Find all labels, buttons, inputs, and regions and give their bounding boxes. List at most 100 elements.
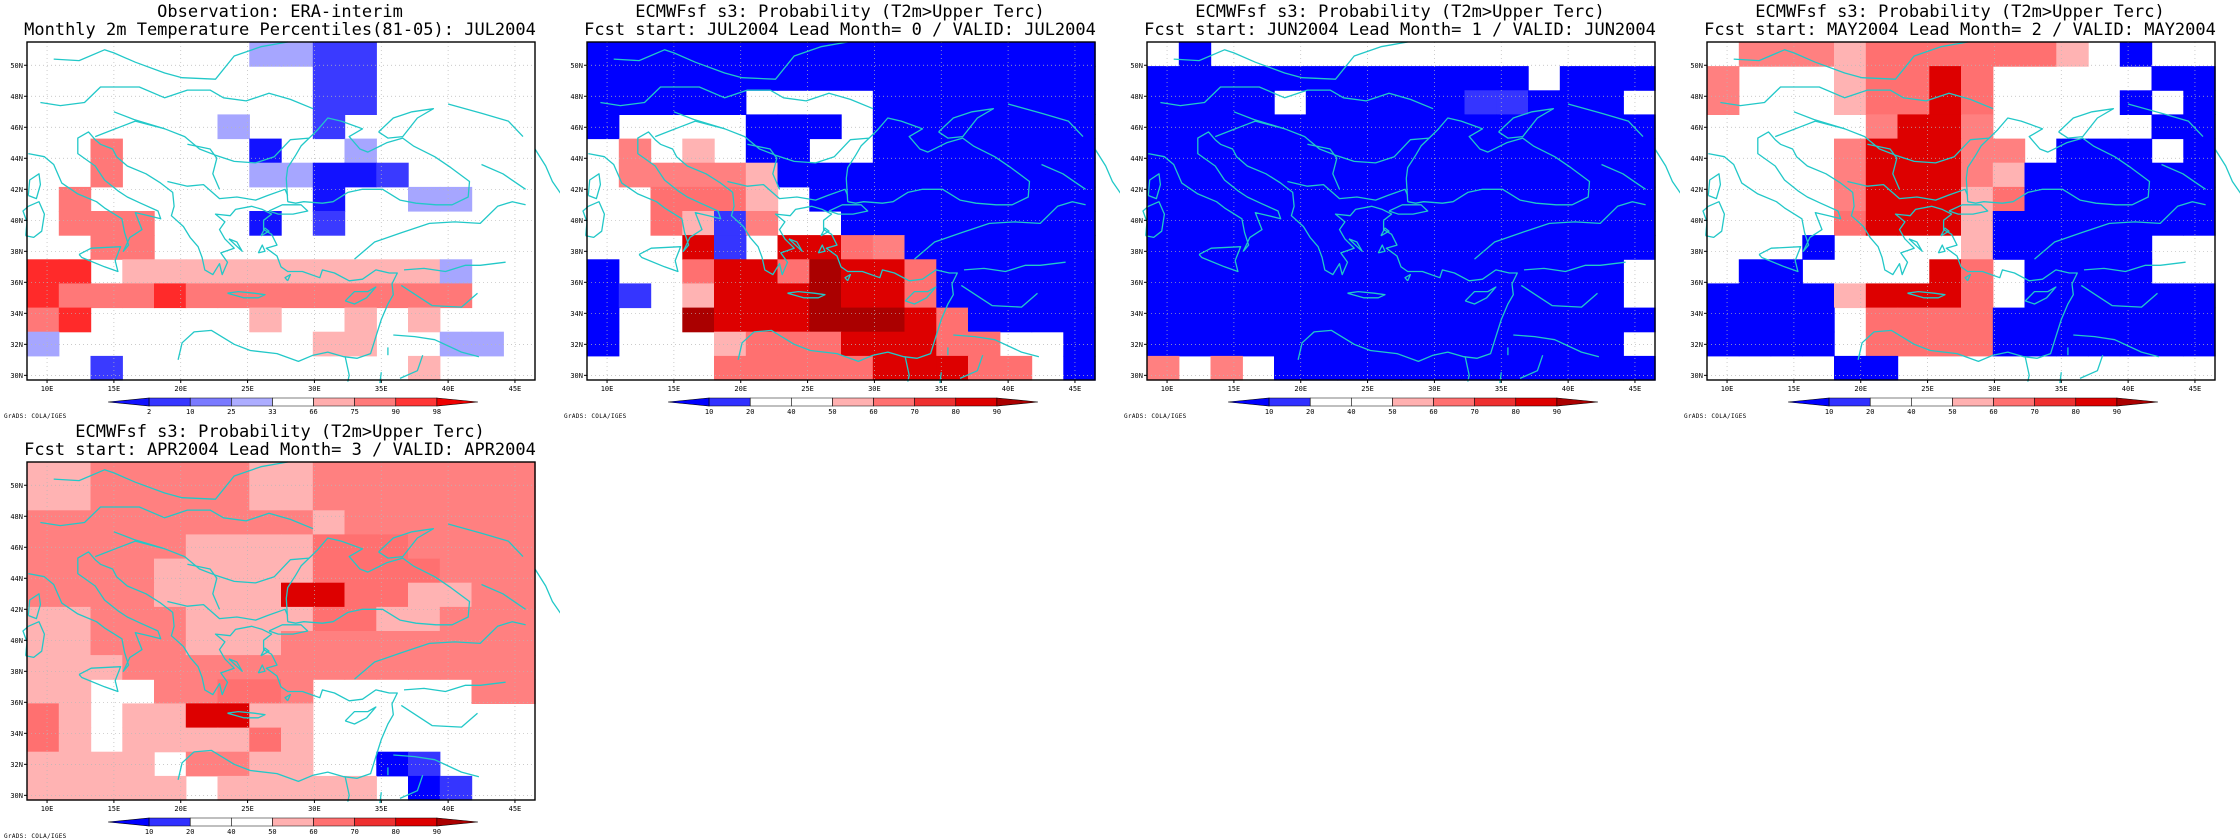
map: 10E 15E 20E 25E 30E 35E 40E 45E 50N 48N 46N 44N 42N 4… xyxy=(1690,41,2240,416)
data-cell xyxy=(809,307,842,333)
data-cell xyxy=(58,655,92,680)
data-cell xyxy=(1063,283,1096,309)
lon-tick-label: 10E xyxy=(601,385,614,393)
data-cell xyxy=(777,162,810,188)
data-cell xyxy=(1147,186,1180,212)
coastline xyxy=(787,290,826,299)
lat-tick-label: 42N xyxy=(1690,186,1703,194)
data-cell xyxy=(2183,283,2216,309)
lat-tick-label: 48N xyxy=(1690,93,1703,101)
colorbar-segment xyxy=(272,817,314,827)
data-cell xyxy=(1031,162,1064,188)
data-cell xyxy=(154,679,187,704)
data-cell xyxy=(1528,283,1561,309)
data-cell xyxy=(217,462,250,487)
lon-tick-label: 10E xyxy=(1161,385,1174,393)
data-cell xyxy=(1031,90,1064,115)
coastline xyxy=(1464,286,1497,305)
coastline xyxy=(354,621,526,680)
data-cell xyxy=(344,162,377,188)
data-cell xyxy=(344,582,377,608)
colorbar-label: 50 xyxy=(828,408,836,416)
colorbar-label: 50 xyxy=(268,828,276,836)
coastline xyxy=(344,706,377,725)
colorbar-label: 80 xyxy=(1512,408,1520,416)
data-cell xyxy=(122,703,155,729)
colorbar-label: 10 xyxy=(1825,408,1833,416)
data-cell xyxy=(1802,307,1835,333)
coastline xyxy=(1519,354,1544,379)
data-cell xyxy=(312,558,346,584)
coastlines xyxy=(22,41,560,384)
colorbar-segment xyxy=(1309,397,1352,407)
data-cell xyxy=(1274,138,1307,164)
panel-subtitle: Fcst start: JUN2004 Lead Month= 1 / VALI… xyxy=(1144,20,1656,40)
data-cell xyxy=(439,462,473,487)
data-cell xyxy=(2119,162,2153,188)
data-cell xyxy=(968,162,1001,188)
data-cell xyxy=(58,534,92,560)
data-cell xyxy=(1464,90,1497,115)
data-cell xyxy=(587,283,620,309)
lon-tick-label: 20E xyxy=(1294,385,1307,393)
data-cell xyxy=(2088,307,2121,333)
data-cell xyxy=(872,283,906,309)
data-cell xyxy=(217,283,250,309)
colorbar-label: 20 xyxy=(1866,408,1874,416)
data-cell xyxy=(1305,307,1339,333)
data-cell xyxy=(1031,138,1064,164)
data-cell xyxy=(185,606,219,632)
coastline xyxy=(78,666,122,693)
data-cell xyxy=(1178,114,1212,140)
coastline xyxy=(378,108,435,139)
colorbar-segment xyxy=(354,817,397,827)
colorbar-segment xyxy=(2116,397,2159,407)
coastline xyxy=(1964,273,1972,282)
data-cell xyxy=(1559,90,1593,115)
data-cell xyxy=(777,355,810,381)
data-cell xyxy=(1401,355,1434,381)
colorbar-label: 2 xyxy=(147,408,151,416)
coastline xyxy=(1094,148,1120,194)
data-cell xyxy=(872,307,906,333)
data-cell xyxy=(154,703,187,729)
grid-lines xyxy=(1707,42,2215,380)
data-cell xyxy=(408,582,441,608)
lat-tick-label: 34N xyxy=(570,310,583,318)
coastline xyxy=(40,506,314,530)
data-cell xyxy=(439,775,473,801)
colorbar-segment xyxy=(791,397,833,407)
data-cell xyxy=(249,679,282,704)
coastline xyxy=(1513,334,1600,358)
data-cell xyxy=(27,679,60,704)
lon-tick-label: 10E xyxy=(41,805,54,813)
data-cell xyxy=(2183,211,2216,236)
data-cell xyxy=(587,307,620,333)
data-cell xyxy=(2088,259,2121,284)
lon-tick-label: 45E xyxy=(509,385,522,393)
data-cell xyxy=(968,307,1001,333)
data-cell xyxy=(154,283,187,309)
colorbar-label: 20 xyxy=(186,828,194,836)
data-cell xyxy=(904,355,937,381)
lon-tick-label: 35E xyxy=(375,805,388,813)
data-cell xyxy=(408,510,441,535)
data-cell xyxy=(503,534,536,560)
coastline xyxy=(1198,246,1242,273)
data-cell xyxy=(1242,283,1275,309)
data-cell xyxy=(2183,162,2216,188)
data-cell xyxy=(281,775,314,801)
grid-lines xyxy=(27,462,535,800)
colorbar: 10 20 40 50 60 70 80 90 xyxy=(107,817,479,836)
data-cell xyxy=(1274,355,1307,381)
data-cell xyxy=(122,510,155,535)
data-cell xyxy=(154,462,187,487)
data-cell xyxy=(1929,162,1962,188)
colorbar-label: 50 xyxy=(1948,408,1956,416)
coastline xyxy=(727,180,849,201)
data-cell xyxy=(1929,283,1962,309)
colorbar-segment xyxy=(2075,397,2118,407)
data-cell xyxy=(936,186,969,212)
data-cell xyxy=(1929,66,1962,91)
data-cell xyxy=(777,42,810,67)
